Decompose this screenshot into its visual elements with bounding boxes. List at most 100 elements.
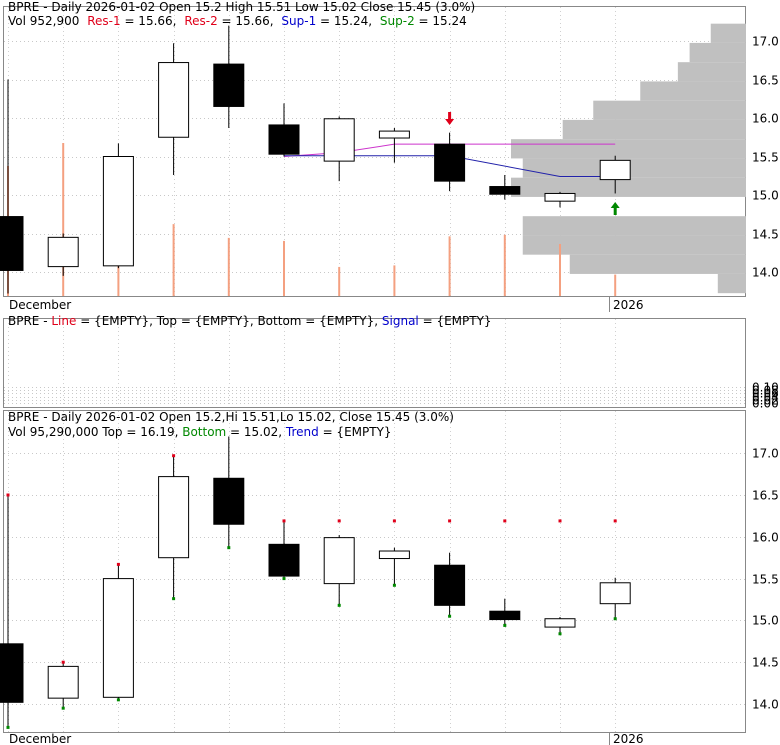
top-marker [558,519,562,523]
candle-body-up [544,618,576,628]
panel1-support-resistance [283,143,616,178]
y-tick-label: 14.5 [752,228,779,242]
bottom-marker [558,632,562,636]
panel2-signal-value: = {EMPTY} [419,314,492,328]
y-tick-label: 16.0 [752,112,779,126]
y-tick-label: 0.08 [752,384,779,398]
y-tick-label: 0.00 [752,397,779,411]
candle-body-down [489,610,521,621]
candle-body-up [47,236,79,268]
panel1-title: BPRE - Daily 2026-01-02 Open 15.2 High 1… [8,0,475,14]
candle-body-up [378,550,410,560]
panel3-vol-text: Vol 95,290,000 Top = 16.19, [8,425,182,439]
panel3-bottom-value: = 15.02, [226,425,286,439]
y-tick-label: 0.04 [752,391,779,405]
candle-body-down [434,564,466,606]
panel2-title: BPRE - Line = {EMPTY}, Top = {EMPTY}, Bo… [8,314,492,328]
candle-body-down [268,124,300,155]
panel1-candles [0,25,631,294]
res1-label: Res-1 [87,14,120,28]
panel3-markers [6,454,617,729]
panel3-y-axis: 14.0 14.5 15.0 15.5 16.0 16.5 17.0 [752,447,779,712]
panel3-legend: Vol 95,290,000 Top = 16.19, Bottom = 15.… [8,425,392,439]
candle-body-down [489,186,521,195]
bottom-marker [172,597,176,601]
panel3-bottom-label: Bottom [182,425,226,439]
volume-profile-bar [522,216,746,236]
sup1-value: = 15.24, [316,14,372,28]
panel1-volume-profile [511,23,746,294]
panel3-x-label-left: December [9,732,71,745]
panel1-y-axis: 14.0 14.5 15.0 15.5 16.0 16.5 17.0 [752,35,779,280]
top-marker [61,660,65,664]
candle-body-up [102,156,134,267]
bottom-marker [613,617,617,621]
panel3-x-label-right: 2026 [613,732,644,745]
candle-body-up [323,118,355,162]
res2-label: Res-2 [184,14,217,28]
candle-body-up [158,476,190,559]
y-tick-label: 15.0 [752,614,779,628]
panel1-x-label-left: December [9,298,71,312]
panel2-line-label: Line [51,314,76,328]
sup1-label: Sup-1 [281,14,316,28]
panel2-y-axis: 0.000.020.040.060.080.10 [752,381,779,411]
y-tick-label: 0.10 [752,381,779,395]
volume-profile-bar [640,81,746,101]
candle-body-up [544,192,576,202]
top-marker [448,519,452,523]
res2-value: = 15.66, [218,14,274,28]
y-tick-label: 14.0 [752,698,779,712]
panel1-legend: Vol 952,900 Res-1 = 15.66, Res-2 = 15.66… [8,14,467,28]
y-tick-label: 16.5 [752,74,779,88]
resistance-line [283,143,616,157]
bottom-marker [503,623,507,627]
y-tick-label: 14.0 [752,266,779,280]
top-marker [392,519,396,523]
candle-body-up [323,537,355,585]
sell-arrow-icon [445,112,455,125]
bottom-marker [282,577,286,581]
bottom-marker [227,546,231,550]
bottom-marker [116,698,120,702]
y-tick-label: 14.5 [752,656,779,670]
candle-body-down [0,643,24,703]
volume-profile-bar [511,139,746,159]
candle-body-up [102,578,134,698]
y-tick-label: 15.0 [752,189,779,203]
bottom-marker [337,603,341,607]
volume-profile-bar [511,177,746,197]
volume-profile-bar [677,62,746,82]
volume-profile-bar [562,119,746,140]
support-line [284,155,616,178]
volume-profile-bar [569,254,746,274]
y-tick-label: 0.06 [752,387,779,401]
candle-body-down [268,543,300,577]
candle-body-up [599,582,631,605]
panel3-trend-value: = {EMPTY} [319,425,392,439]
candle-body-down [213,63,245,107]
volume-profile-bar [593,100,746,120]
bottom-marker [61,706,65,710]
candle-body-up [599,159,631,181]
y-tick-label: 15.5 [752,573,779,587]
y-tick-label: 16.5 [752,489,779,503]
sup2-label: Sup-2 [380,14,415,28]
panel1-vol: Vol 952,900 [8,14,79,28]
y-tick-label: 16.0 [752,531,779,545]
res1-value: = 15.66, [121,14,177,28]
buy-arrow-icon [610,202,620,215]
panel2-frame [3,318,746,408]
top-marker [503,519,507,523]
volume-profile-bar [689,42,746,63]
y-tick-label: 15.5 [752,151,779,165]
candle-body-down [0,216,24,271]
panel1-x-label-right: 2026 [613,298,644,312]
top-marker [337,519,341,523]
panel3-trend-label: Trend [285,425,319,439]
panel2-prefix: BPRE - [8,314,51,328]
sup2-value: = 15.24 [415,14,467,28]
top-marker [172,454,176,458]
bottom-marker [6,725,10,729]
